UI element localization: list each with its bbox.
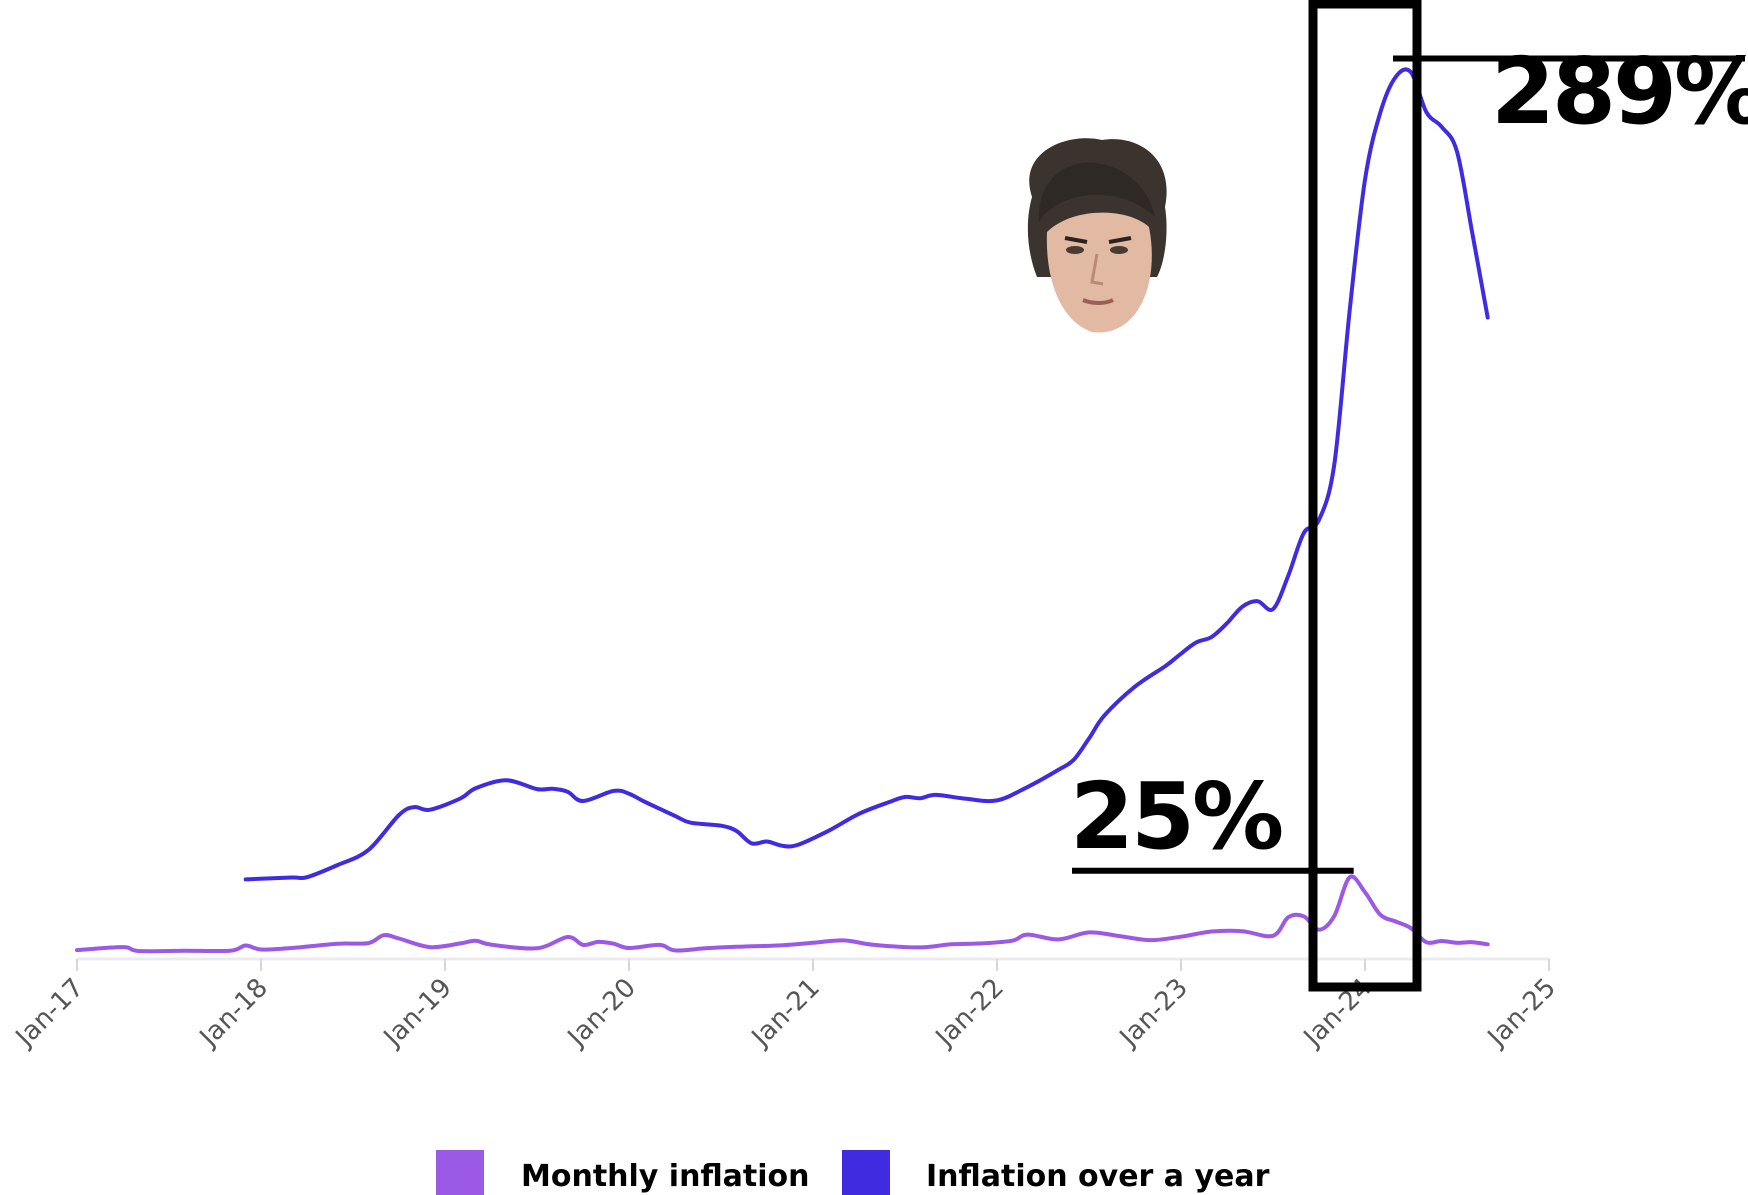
legend-swatch-monthly [436, 1150, 484, 1195]
x-tick-label: Jan-18 [193, 973, 274, 1054]
x-tick-label: Jan-22 [929, 973, 1010, 1054]
x-tick-label: Jan-20 [561, 973, 642, 1054]
annotation-289: 289% [1491, 38, 1748, 145]
x-tick-label: Jan-19 [377, 973, 458, 1054]
x-axis: Jan-17 Jan-18 Jan-19 Jan-20 Jan-21 Jan-22 Jan-… [9, 957, 1562, 1054]
legend-swatch-yearly [842, 1150, 890, 1195]
series-line-monthly [75, 874, 1490, 954]
legend: Monthly inflation Inflation over a year [436, 1150, 1270, 1195]
portrait-of-man [1027, 138, 1167, 333]
x-tick-label: Jan-25 [1481, 973, 1562, 1054]
x-tick-label: Jan-17 [9, 973, 90, 1054]
legend-label-yearly: Inflation over a year [926, 1159, 1270, 1194]
x-tick-label: Jan-21 [745, 973, 826, 1054]
highlight-box [1308, 0, 1422, 992]
x-tick-label: Jan-23 [1113, 973, 1194, 1054]
series-line-yearly [243, 67, 1490, 882]
annotation-25: 25% [1070, 763, 1282, 870]
legend-label-monthly: Monthly inflation [521, 1159, 810, 1194]
series-lines [75, 67, 1490, 954]
